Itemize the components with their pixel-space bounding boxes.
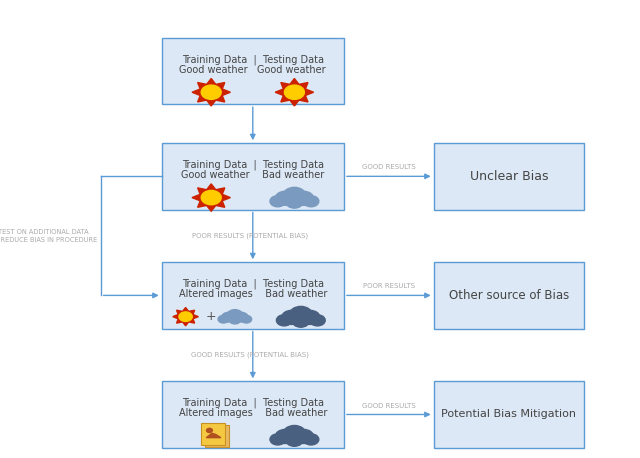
Circle shape — [276, 315, 292, 326]
Polygon shape — [192, 184, 230, 211]
Circle shape — [286, 434, 303, 446]
Text: Altered images    Bad weather: Altered images Bad weather — [179, 289, 327, 299]
Circle shape — [294, 191, 314, 205]
Text: Other source of Bias: Other source of Bias — [449, 289, 569, 302]
Text: Unclear Bias: Unclear Bias — [470, 170, 548, 183]
Circle shape — [275, 191, 295, 205]
Circle shape — [241, 316, 252, 323]
FancyBboxPatch shape — [205, 425, 229, 447]
Text: Good weather   Good weather: Good weather Good weather — [179, 65, 326, 75]
FancyBboxPatch shape — [434, 381, 584, 448]
Text: GOOD RESULTS (POTENTIAL BIAS): GOOD RESULTS (POTENTIAL BIAS) — [191, 352, 308, 358]
Circle shape — [303, 196, 319, 207]
Circle shape — [270, 196, 285, 207]
Circle shape — [284, 85, 305, 99]
Text: Training Data  |  Testing Data: Training Data | Testing Data — [182, 398, 324, 409]
Circle shape — [275, 430, 295, 443]
Circle shape — [310, 315, 325, 326]
Text: Training Data  |  Testing Data: Training Data | Testing Data — [182, 160, 324, 170]
Polygon shape — [192, 78, 230, 106]
Circle shape — [229, 316, 241, 324]
Circle shape — [221, 312, 236, 322]
Circle shape — [201, 191, 221, 205]
Text: +: + — [206, 310, 216, 323]
Circle shape — [292, 315, 309, 327]
Text: Training Data  |  Testing Data: Training Data | Testing Data — [182, 55, 324, 65]
Text: Good weather    Bad weather: Good weather Bad weather — [181, 170, 324, 180]
Circle shape — [286, 196, 303, 208]
FancyBboxPatch shape — [201, 423, 225, 445]
Text: POOR RESULTS (POTENTIAL BIAS): POOR RESULTS (POTENTIAL BIAS) — [191, 233, 308, 239]
FancyBboxPatch shape — [162, 143, 344, 210]
Text: Potential Bias Mitigation: Potential Bias Mitigation — [442, 409, 576, 420]
Text: Altered images    Bad weather: Altered images Bad weather — [179, 408, 327, 418]
Polygon shape — [206, 433, 221, 438]
Text: GOOD RESULTS: GOOD RESULTS — [362, 403, 415, 409]
Circle shape — [234, 312, 248, 322]
FancyBboxPatch shape — [434, 143, 584, 210]
FancyBboxPatch shape — [162, 262, 344, 329]
Polygon shape — [275, 78, 314, 106]
Circle shape — [289, 306, 312, 322]
Circle shape — [207, 428, 212, 432]
Circle shape — [201, 85, 221, 99]
Circle shape — [283, 425, 306, 442]
Circle shape — [294, 430, 314, 443]
Circle shape — [179, 312, 192, 322]
FancyBboxPatch shape — [162, 38, 344, 104]
Circle shape — [282, 311, 301, 324]
Circle shape — [303, 434, 319, 445]
Circle shape — [283, 187, 306, 203]
Circle shape — [300, 311, 320, 324]
Polygon shape — [173, 307, 198, 326]
Circle shape — [270, 434, 285, 445]
Text: POOR RESULTS: POOR RESULTS — [363, 284, 415, 289]
Text: TEST ON ADDITIONAL DATA
TO REDUCE BIAS IN PROCEDURE: TEST ON ADDITIONAL DATA TO REDUCE BIAS I… — [0, 229, 98, 243]
Circle shape — [218, 316, 228, 323]
FancyBboxPatch shape — [162, 381, 344, 448]
Text: Training Data  |  Testing Data: Training Data | Testing Data — [182, 279, 324, 289]
FancyBboxPatch shape — [434, 262, 584, 329]
Text: GOOD RESULTS: GOOD RESULTS — [362, 164, 415, 170]
Circle shape — [227, 310, 243, 321]
